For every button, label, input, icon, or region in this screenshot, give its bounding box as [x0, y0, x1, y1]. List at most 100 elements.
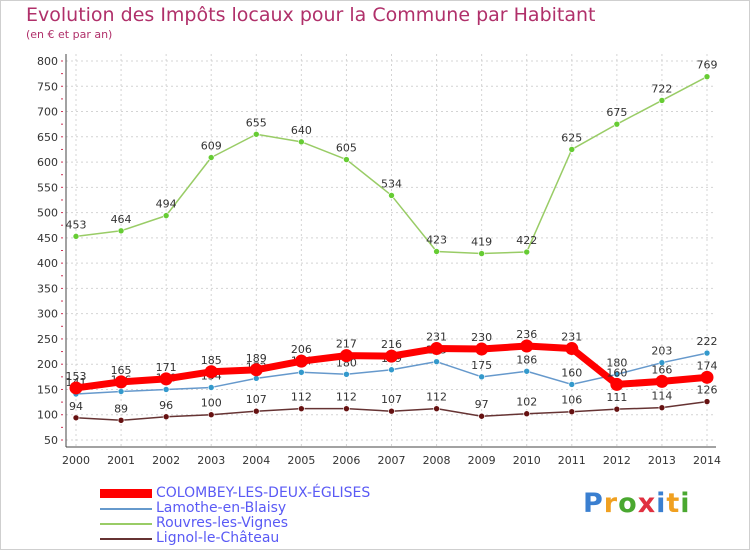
- x-tick-label: 2009: [468, 454, 496, 467]
- data-label: 165: [111, 364, 132, 377]
- data-label: 625: [561, 131, 582, 144]
- data-point: [523, 367, 531, 375]
- legend-swatch: [100, 523, 152, 525]
- data-point: [433, 248, 440, 255]
- data-label: 97: [475, 398, 489, 411]
- data-point: [568, 408, 576, 416]
- data-point: [388, 366, 395, 374]
- x-tick-label: 2011: [558, 454, 586, 467]
- x-tick-label: 2003: [197, 454, 225, 467]
- x-tick-label: 2007: [378, 454, 406, 467]
- data-point: [343, 405, 350, 412]
- data-point: [162, 386, 170, 393]
- data-label: 464: [111, 213, 132, 226]
- chart-subtitle: (en € et par an): [26, 28, 113, 41]
- legend-swatch: [100, 508, 152, 510]
- data-point: [613, 405, 621, 413]
- data-label: 100: [201, 397, 222, 410]
- data-label: 153: [66, 370, 87, 383]
- data-point: [162, 212, 170, 219]
- data-point: [478, 250, 485, 257]
- y-tick-label: 600: [37, 156, 58, 169]
- legend-label: Rouvres-les-Vignes: [156, 515, 289, 531]
- x-tick-label: 2010: [513, 454, 541, 467]
- data-point: [478, 412, 485, 420]
- x-tick-label: 2004: [242, 454, 270, 467]
- data-point: [69, 381, 83, 395]
- data-label: 160: [606, 366, 627, 379]
- data-point: [117, 227, 125, 235]
- data-label: 180: [606, 356, 627, 369]
- data-label: 605: [336, 142, 357, 155]
- data-label: 171: [156, 361, 177, 374]
- data-label: 675: [606, 106, 627, 119]
- logo-letter: i: [680, 488, 691, 519]
- data-point: [703, 398, 711, 405]
- data-label: 96: [159, 399, 173, 412]
- logo-letter: P: [583, 488, 604, 519]
- x-tick-label: 2013: [648, 454, 676, 467]
- data-point: [252, 130, 260, 138]
- y-tick-label: 150: [37, 383, 58, 396]
- data-point: [613, 120, 621, 128]
- logo-letter: i: [656, 488, 667, 519]
- data-label: 102: [516, 396, 537, 409]
- data-point: [117, 416, 125, 424]
- data-point: [610, 377, 624, 391]
- x-tick-label: 2000: [62, 454, 90, 467]
- data-label: 722: [651, 82, 672, 95]
- data-point: [204, 365, 218, 379]
- logo-letter: t: [666, 488, 681, 519]
- data-label: 112: [336, 391, 357, 404]
- data-label: 174: [697, 359, 718, 372]
- data-label: 769: [697, 59, 718, 72]
- data-point: [565, 342, 579, 356]
- data-point: [430, 342, 444, 356]
- data-label: 107: [381, 393, 402, 406]
- data-point: [339, 349, 353, 363]
- data-label: 216: [381, 338, 402, 351]
- data-label: 107: [246, 393, 267, 406]
- legend-label: COLOMBEY-LES-DEUX-ÉGLISES: [156, 485, 371, 501]
- data-point: [343, 371, 350, 378]
- data-point: [298, 405, 305, 412]
- y-tick-label: 250: [37, 333, 58, 346]
- data-point: [294, 354, 308, 368]
- data-point: [433, 405, 440, 412]
- data-point: [249, 363, 263, 377]
- data-point: [655, 374, 669, 388]
- x-tick-label: 2006: [332, 454, 360, 467]
- data-label: 166: [651, 363, 672, 376]
- y-tick-label: 700: [37, 106, 58, 119]
- data-label: 186: [516, 353, 537, 366]
- data-point: [658, 97, 666, 104]
- data-point: [388, 192, 395, 199]
- x-tick-label: 2014: [693, 454, 721, 467]
- y-tick-label: 50: [44, 434, 58, 447]
- data-label: 655: [246, 116, 267, 129]
- data-point: [568, 146, 576, 153]
- y-tick-label: 350: [37, 282, 58, 295]
- data-label: 422: [516, 234, 537, 247]
- data-point: [388, 407, 395, 415]
- y-tick-label: 400: [37, 257, 58, 270]
- data-label: 494: [156, 198, 177, 211]
- data-point: [613, 371, 621, 378]
- data-point: [159, 372, 173, 386]
- data-label: 423: [426, 234, 447, 247]
- data-point: [207, 411, 215, 419]
- data-label: 185: [201, 354, 222, 367]
- data-label: 106: [561, 394, 582, 407]
- y-tick-label: 200: [37, 358, 58, 371]
- y-tick-label: 100: [37, 409, 58, 422]
- data-label: 126: [697, 384, 718, 397]
- data-point: [658, 359, 666, 366]
- data-label: 534: [381, 177, 402, 190]
- data-label: 175: [471, 359, 492, 372]
- data-point: [478, 373, 485, 381]
- data-label: 222: [697, 335, 718, 348]
- x-tick-label: 2005: [287, 454, 315, 467]
- data-point: [520, 339, 534, 353]
- legend-label: Lamothe-en-Blaisy: [156, 500, 287, 516]
